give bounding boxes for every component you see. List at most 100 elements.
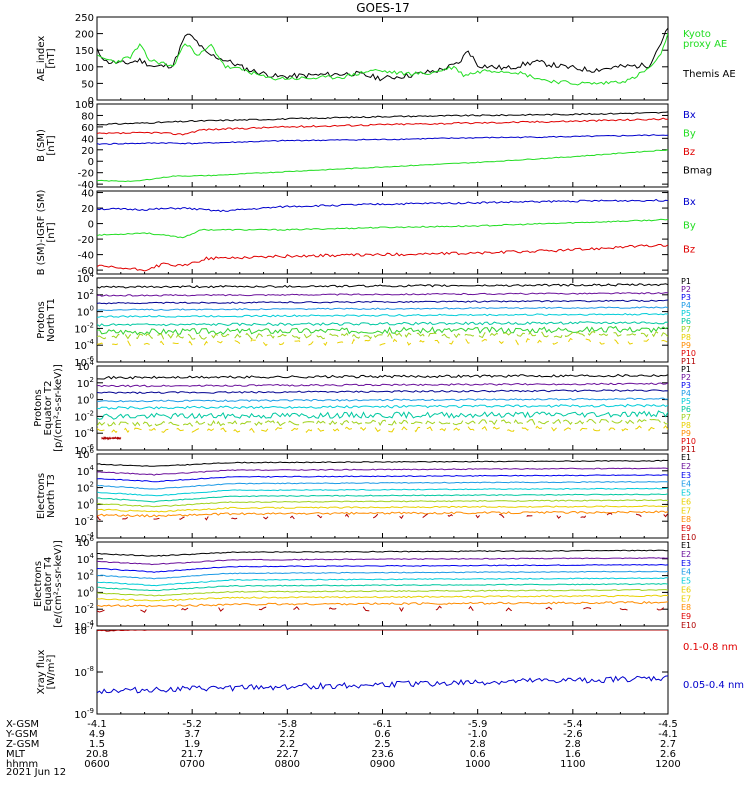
series-E3	[97, 563, 668, 573]
legend-E7: E7	[681, 506, 691, 515]
legend-E10: E10	[681, 533, 696, 542]
y-axis-label: [nT]	[46, 135, 57, 155]
ephemeris-value: 1.9	[184, 739, 200, 750]
ephemeris-value: 2.2	[279, 739, 295, 750]
legend-Bmag: Bmag	[683, 165, 712, 176]
legend-P9: P9	[681, 341, 691, 350]
legend-P7: P7	[681, 325, 691, 334]
y-axis-label: B (SM)	[36, 129, 47, 162]
series-P2	[97, 292, 668, 297]
y-tick-label: 60	[81, 123, 94, 134]
y-tick-label: -20	[78, 235, 94, 246]
series-P1	[97, 283, 668, 289]
y-tick-label: 10-4	[74, 426, 94, 440]
legend-Kyoto: Kyoto	[683, 29, 711, 40]
ephemeris-value: 0800	[275, 759, 300, 770]
legend-Bz: Bz	[683, 147, 695, 158]
legend-P10: P10	[681, 349, 696, 358]
ephemeris-row-label: MLT	[6, 749, 26, 760]
series-P8	[97, 425, 668, 434]
legend-E1: E1	[681, 453, 691, 462]
ephemeris-value: 0.6	[375, 729, 391, 740]
panel-frame	[96, 16, 669, 101]
legend-Bz: Bz	[683, 244, 695, 255]
legend-P5: P5	[681, 309, 691, 318]
ephemeris-value: 2.5	[375, 739, 391, 750]
legend-P8: P8	[681, 333, 691, 342]
series-Bx	[97, 134, 668, 145]
y-axis-label: AE_index	[36, 36, 47, 82]
ephemeris-value: 0600	[84, 759, 109, 770]
ephemeris-value: -5.8	[278, 719, 298, 730]
series-E2	[97, 557, 668, 566]
ephemeris-value: -4.1	[658, 729, 678, 740]
y-tick-label: 40	[81, 189, 94, 200]
y-tick-label: 10-2	[74, 321, 94, 335]
ephemeris-value: -6.1	[373, 719, 393, 730]
y-tick-label: 0	[88, 157, 94, 168]
y-tick-label: 150	[75, 46, 94, 57]
series-P6	[97, 410, 668, 420]
series-P9	[97, 337, 668, 347]
series-P1	[97, 373, 668, 380]
y-tick-label: 102	[77, 288, 94, 302]
ephemeris-value: 1000	[465, 759, 490, 770]
series-Bz	[97, 244, 668, 272]
y-tick-label: 10-4	[74, 338, 94, 352]
legend-P9: P9	[681, 429, 691, 438]
legend-0-05-0-4-nm: 0.05-0.4 nm	[683, 680, 744, 691]
ephemeris-value: 2.6	[660, 749, 676, 760]
legend-E4: E4	[681, 568, 691, 577]
legend-E6: E6	[681, 585, 691, 594]
legend-E9: E9	[681, 612, 691, 621]
ephemeris-value: 22.7	[276, 749, 298, 760]
ephemeris-value: 2.2	[279, 729, 295, 740]
y-tick-label: 104	[77, 464, 95, 478]
legend-P6: P6	[681, 317, 691, 326]
legend-P2: P2	[681, 373, 691, 382]
y-axis-label: Protons	[33, 389, 44, 426]
y-tick-label: 100	[75, 100, 94, 111]
series-P4	[97, 306, 668, 312]
legend-E5: E5	[681, 489, 691, 498]
ephemeris-value: 1.5	[89, 739, 105, 750]
series-Bx	[97, 198, 668, 213]
y-axis-label: [nT]	[46, 48, 57, 68]
legend-P10: P10	[681, 437, 696, 446]
chart-title: GOES-17	[356, 1, 410, 15]
series-E4	[97, 570, 668, 580]
legend-P4: P4	[681, 301, 691, 310]
series-P4	[97, 397, 668, 403]
ephemeris-value: -5.2	[182, 719, 202, 730]
series-Bz	[97, 117, 668, 136]
y-tick-label: 104	[77, 359, 95, 373]
legend-E1: E1	[681, 541, 691, 550]
ephemeris-value: 1200	[655, 759, 680, 770]
y-tick-label: 20	[81, 204, 94, 215]
series-Kyoto-proxy-AE	[97, 32, 668, 86]
legend-0-1-0-8-nm: 0.1-0.8 nm	[683, 642, 738, 653]
legend-E4: E4	[681, 480, 691, 489]
legend-P5: P5	[681, 397, 691, 406]
legend-E8: E8	[681, 603, 691, 612]
legend-P2: P2	[681, 285, 691, 294]
series-E7	[97, 589, 668, 597]
legend-E6: E6	[681, 497, 691, 506]
y-tick-label: 102	[77, 569, 94, 583]
series-E4	[97, 480, 668, 490]
y-axis-label: North T1	[46, 298, 57, 342]
series-E9	[97, 600, 668, 608]
ephemeris-value: 23.6	[371, 749, 393, 760]
legend-E10: E10	[681, 621, 696, 630]
y-tick-label: 100	[77, 585, 94, 599]
legend-E3: E3	[681, 559, 691, 568]
ephemeris-value: 0900	[370, 759, 395, 770]
series-E3	[97, 474, 668, 483]
ephemeris-value: 21.7	[181, 749, 203, 760]
y-tick-label: 10-7	[74, 623, 94, 637]
